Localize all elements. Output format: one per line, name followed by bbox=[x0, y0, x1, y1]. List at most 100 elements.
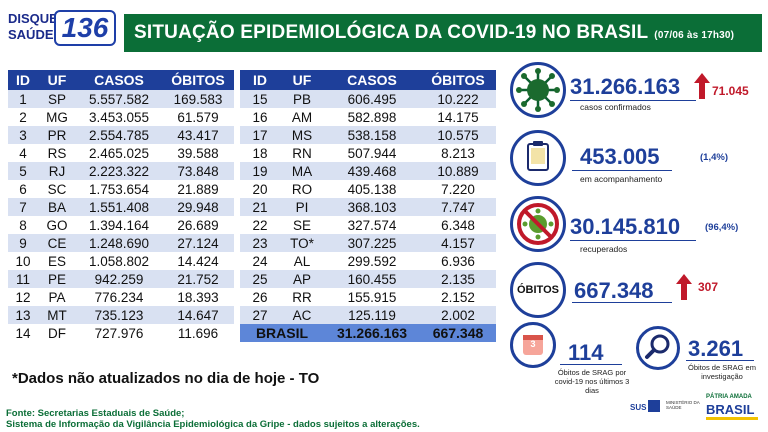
col-header-casos: CASOS bbox=[76, 70, 162, 90]
confirmed-delta: 71.045 bbox=[712, 84, 749, 98]
cell-id: 11 bbox=[8, 270, 38, 288]
cell-id: 1 bbox=[8, 90, 38, 108]
table-row: 9 CE 1.248.690 27.124 bbox=[8, 234, 234, 252]
states-table-left: ID UF CASOS ÓBITOS 1 SP 5.557.582 169.583 2 M… bbox=[8, 70, 234, 342]
cell-uf: MA bbox=[280, 162, 324, 180]
cell-obitos: 14.175 bbox=[420, 108, 496, 126]
cell-id: 2 bbox=[8, 108, 38, 126]
cell-uf: DF bbox=[38, 324, 76, 342]
cell-obitos: 7.220 bbox=[420, 180, 496, 198]
cell-id: 13 bbox=[8, 306, 38, 324]
confirmed-value: 31.266.163 bbox=[570, 74, 681, 99]
cell-obitos: 39.588 bbox=[162, 144, 234, 162]
clipboard-icon bbox=[510, 130, 566, 186]
no-virus-icon bbox=[510, 196, 566, 252]
cell-casos: 299.592 bbox=[324, 252, 420, 270]
total-obitos: 667.348 bbox=[420, 324, 496, 342]
cell-casos: 125.119 bbox=[324, 306, 420, 324]
cell-obitos: 6.348 bbox=[420, 216, 496, 234]
cell-id: 12 bbox=[8, 288, 38, 306]
table-row: 14 DF 727.976 11.696 bbox=[8, 324, 234, 342]
divider bbox=[560, 364, 622, 365]
cell-casos: 1.248.690 bbox=[76, 234, 162, 252]
brasil-logo: BRASIL bbox=[706, 402, 755, 417]
divider bbox=[686, 360, 754, 361]
recovered-value: 30.145.810 bbox=[570, 214, 681, 239]
states-table-right: ID UF CASOS ÓBITOS 15 PB 606.495 10.222 16 AM… bbox=[240, 70, 496, 342]
cell-obitos: 6.936 bbox=[420, 252, 496, 270]
table-row: 17 MS 538.158 10.575 bbox=[240, 126, 496, 144]
cell-id: 17 bbox=[240, 126, 280, 144]
divider bbox=[572, 302, 672, 303]
sus-logo: SUS bbox=[630, 403, 647, 412]
cell-casos: 3.453.055 bbox=[76, 108, 162, 126]
cell-uf: RN bbox=[280, 144, 324, 162]
table-row: 1 SP 5.557.582 169.583 bbox=[8, 90, 234, 108]
cell-obitos: 21.889 bbox=[162, 180, 234, 198]
cell-casos: 606.495 bbox=[324, 90, 420, 108]
total-row: BRASIL 31.266.163 667.348 bbox=[240, 324, 496, 342]
cell-uf: RR bbox=[280, 288, 324, 306]
table-row: 5 RJ 2.223.322 73.848 bbox=[8, 162, 234, 180]
cell-id: 19 bbox=[240, 162, 280, 180]
cell-casos: 1.551.408 bbox=[76, 198, 162, 216]
cell-casos: 735.123 bbox=[76, 306, 162, 324]
table-row: 27 AC 125.119 2.002 bbox=[240, 306, 496, 324]
table-row: 3 PR 2.554.785 43.417 bbox=[8, 126, 234, 144]
cell-casos: 439.468 bbox=[324, 162, 420, 180]
cell-uf: TO* bbox=[280, 234, 324, 252]
cell-uf: BA bbox=[38, 198, 76, 216]
table-row: 24 AL 299.592 6.936 bbox=[240, 252, 496, 270]
cell-obitos: 27.124 bbox=[162, 234, 234, 252]
arrow-up-icon bbox=[694, 73, 710, 99]
table-row: 10 ES 1.058.802 14.424 bbox=[8, 252, 234, 270]
flag-stripe bbox=[706, 417, 758, 420]
table-row: 25 AP 160.455 2.135 bbox=[240, 270, 496, 288]
cell-obitos: 61.579 bbox=[162, 108, 234, 126]
table-row: 4 RS 2.465.025 39.588 bbox=[8, 144, 234, 162]
cell-id: 21 bbox=[240, 198, 280, 216]
total-casos: 31.266.163 bbox=[324, 324, 420, 342]
col-header-id: ID bbox=[8, 70, 38, 90]
magnifier-icon bbox=[636, 326, 680, 370]
cell-casos: 1.753.654 bbox=[76, 180, 162, 198]
cell-casos: 2.465.025 bbox=[76, 144, 162, 162]
cell-uf: AM bbox=[280, 108, 324, 126]
cell-id: 24 bbox=[240, 252, 280, 270]
table-row: 15 PB 606.495 10.222 bbox=[240, 90, 496, 108]
cell-obitos: 18.393 bbox=[162, 288, 234, 306]
cell-casos: 1.394.164 bbox=[76, 216, 162, 234]
cell-casos: 538.158 bbox=[324, 126, 420, 144]
cell-id: 23 bbox=[240, 234, 280, 252]
recovered-caption: recuperados bbox=[580, 244, 628, 254]
cell-obitos: 73.848 bbox=[162, 162, 234, 180]
table-row: 7 BA 1.551.408 29.948 bbox=[8, 198, 234, 216]
source-line2: Sistema de Informação da Vigilância Epid… bbox=[6, 419, 420, 430]
logo-number: 136 bbox=[54, 10, 116, 46]
cell-id: 25 bbox=[240, 270, 280, 288]
table-row: 16 AM 582.898 14.175 bbox=[240, 108, 496, 126]
deaths-delta: 307 bbox=[698, 280, 719, 294]
cell-uf: RO bbox=[280, 180, 324, 198]
cell-id: 20 bbox=[240, 180, 280, 198]
confirmed-caption: casos confirmados bbox=[580, 102, 651, 112]
cell-id: 16 bbox=[240, 108, 280, 126]
divider bbox=[570, 100, 696, 101]
table-row: 21 PI 368.103 7.747 bbox=[240, 198, 496, 216]
cell-obitos: 29.948 bbox=[162, 198, 234, 216]
cell-obitos: 2.152 bbox=[420, 288, 496, 306]
table-row: 13 MT 735.123 14.647 bbox=[8, 306, 234, 324]
data-note: *Dados não atualizados no dia de hoje - … bbox=[12, 370, 320, 387]
cell-id: 5 bbox=[8, 162, 38, 180]
cell-id: 18 bbox=[240, 144, 280, 162]
deaths-value: 667.348 bbox=[574, 278, 654, 303]
divider bbox=[572, 170, 672, 171]
cell-id: 4 bbox=[8, 144, 38, 162]
cell-obitos: 2.002 bbox=[420, 306, 496, 324]
cell-casos: 327.574 bbox=[324, 216, 420, 234]
cell-id: 15 bbox=[240, 90, 280, 108]
cell-casos: 2.223.322 bbox=[76, 162, 162, 180]
table-row: 6 SC 1.753.654 21.889 bbox=[8, 180, 234, 198]
cell-obitos: 43.417 bbox=[162, 126, 234, 144]
cell-id: 8 bbox=[8, 216, 38, 234]
